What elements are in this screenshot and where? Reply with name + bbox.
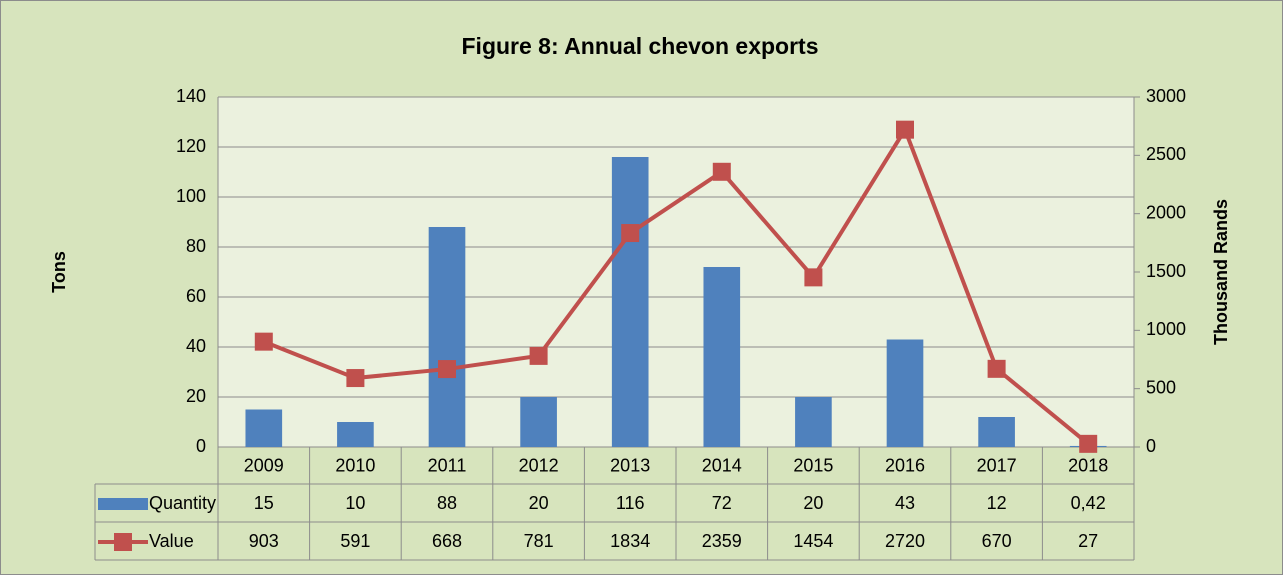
data-label: 903	[249, 531, 279, 551]
y-tick-label: 140	[176, 86, 206, 106]
bar	[703, 267, 741, 447]
line	[263, 125, 1090, 446]
legend-label: Value	[149, 531, 194, 551]
y-tick-label: 40	[186, 336, 206, 356]
bar	[886, 339, 924, 447]
bar	[337, 422, 374, 447]
data-label: 15	[254, 493, 274, 513]
data-label: 591	[340, 531, 370, 551]
data-label: 72	[712, 493, 732, 513]
data-label: 10	[345, 493, 365, 513]
data-label: 1834	[610, 531, 650, 551]
plot-area	[218, 97, 1134, 447]
x-tick-label: 2018	[1068, 455, 1108, 475]
y-axis-label: Tons	[49, 251, 69, 293]
bar	[245, 409, 283, 447]
data-label: 2720	[885, 531, 925, 551]
marker	[254, 332, 273, 351]
marker	[529, 346, 548, 365]
data-label: 20	[803, 493, 823, 513]
y-tick-label: 80	[186, 236, 206, 256]
x-tick-label: 2009	[244, 455, 284, 475]
y2-tick-label: 1500	[1146, 261, 1186, 281]
marker	[896, 120, 914, 139]
bar	[611, 157, 649, 447]
data-label: 116	[616, 493, 645, 513]
y-tick-label: 0	[196, 436, 206, 456]
legend-label: Quantity	[149, 493, 216, 513]
x-tick-label: 2016	[885, 455, 925, 475]
data-label: 1454	[793, 531, 833, 551]
marker	[438, 360, 456, 379]
marker	[1079, 434, 1098, 453]
data-label: 781	[524, 531, 554, 551]
data-label: 670	[982, 531, 1012, 551]
y-tick-label: 60	[186, 286, 206, 306]
marker	[346, 369, 365, 388]
data-label: 2359	[702, 531, 742, 551]
data-label: 0,42	[1071, 493, 1106, 513]
x-tick-label: 2017	[977, 455, 1017, 475]
y2-tick-label: 2500	[1146, 144, 1186, 164]
bar	[978, 417, 1015, 447]
y-tick-label: 20	[186, 386, 206, 406]
x-tick-label: 2015	[793, 455, 833, 475]
bar	[795, 397, 832, 447]
y2-tick-label: 1000	[1146, 319, 1186, 339]
y-tick-label: 120	[176, 136, 206, 156]
data-label: 27	[1078, 531, 1098, 551]
x-tick-label: 2013	[610, 455, 650, 475]
y2-tick-label: 500	[1146, 377, 1176, 397]
x-tick-label: 2010	[335, 455, 375, 475]
x-tick-label: 2012	[519, 455, 559, 475]
data-label: 43	[895, 493, 915, 513]
y2-axis-label: Thousand Rands	[1211, 199, 1231, 345]
legend-swatch	[114, 533, 132, 551]
x-tick-label: 2011	[428, 455, 467, 475]
y2-tick-label: 3000	[1146, 86, 1186, 106]
data-label: 12	[987, 493, 1007, 513]
y2-tick-label: 0	[1146, 436, 1156, 456]
data-label: 88	[437, 493, 457, 513]
x-tick-label: 2014	[702, 455, 742, 475]
marker	[621, 224, 640, 243]
y2-tick-label: 2000	[1146, 202, 1186, 222]
bar	[520, 397, 557, 447]
y-tick-label: 100	[176, 186, 206, 206]
marker	[987, 359, 1006, 378]
chart-title: Figure 8: Annual chevon exports	[462, 33, 819, 59]
legend-swatch	[98, 498, 148, 510]
bar	[428, 227, 466, 447]
data-label: 20	[529, 493, 549, 513]
data-label: 668	[432, 531, 462, 551]
marker	[804, 268, 823, 287]
marker	[712, 162, 731, 181]
